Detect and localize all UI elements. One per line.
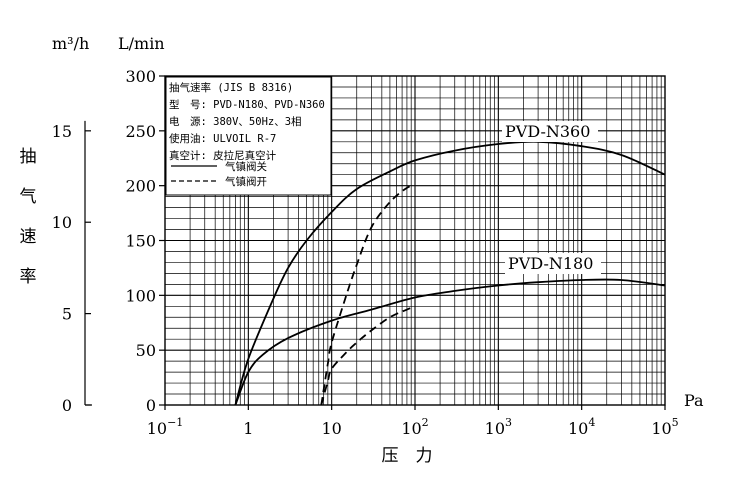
series-line-PVD-N360 [234, 140, 666, 406]
legend-line: 抽气速率 (JIS B 8316) [169, 81, 293, 94]
y-tick-label-lmin: 200 [125, 177, 156, 196]
y-axis-label-char: 率 [20, 267, 37, 287]
chart-legend: 抽气速率 (JIS B 8316) 型 号: PVD-N180、PVD-N360 电… [165, 76, 332, 196]
series-line-PVD-N180-气镇阀开 [320, 305, 416, 406]
legend-style-label: 气镇阀开 [225, 175, 267, 188]
y-tick-label-m3h: 15 [52, 122, 72, 141]
series-label-bg [502, 121, 598, 142]
y-tick-label-m3h: 10 [52, 213, 72, 232]
legend-box [165, 76, 332, 196]
chart-labels: m³/h L/min 抽气速率 Pa 压 力 [20, 34, 705, 466]
series-label: PVD-N360 [505, 122, 590, 141]
x-unit: Pa [684, 391, 704, 410]
y-tick-label-lmin: 300 [125, 67, 156, 86]
legend-line: 真空计: 皮拉尼真空计 [169, 149, 277, 162]
y-tick-label-lmin: 250 [125, 122, 156, 141]
x-tick-label: 104 [568, 416, 595, 438]
series-label-bg [505, 253, 601, 274]
y-unit-m3h: m³/h [52, 34, 89, 53]
x-tick-label: 105 [651, 416, 678, 438]
x-tick-label: 10−1 [147, 416, 184, 438]
y-axis-label-char: 抽 [20, 147, 37, 167]
x-axis-label: 压 力 [382, 446, 433, 466]
y-axis-label-char: 速 [20, 227, 37, 247]
legend-line: 型 号: PVD-N180、PVD-N360 [169, 98, 325, 111]
y-tick-label-m3h: 5 [62, 305, 72, 324]
legend-style-label: 气镇阀关 [225, 160, 267, 173]
chart-grid [165, 76, 665, 405]
x-tick-label: 1 [243, 419, 253, 438]
series-line-PVD-N180 [234, 278, 666, 406]
y-tick-label-lmin: 150 [125, 232, 156, 251]
y-tick-label-lmin: 0 [146, 396, 156, 415]
x-tick-label: 102 [401, 416, 428, 438]
y-tick-label-lmin: 100 [125, 286, 156, 305]
x-tick-label: 103 [485, 416, 512, 438]
chart-series: PVD-N360 PVD-N180 [234, 121, 666, 406]
x-tick-label: 10 [321, 419, 341, 438]
legend-line: 电 源: 380V、50Hz、3相 [169, 115, 302, 128]
series-label: PVD-N180 [508, 254, 593, 273]
chart-axes: 0 50 100 150 200 250 300 0 5 10 15 10−1 1 10 102 103 104… [52, 67, 679, 438]
y-tick-label-m3h: 0 [62, 396, 72, 415]
series-line-PVD-N360-气镇阀开 [320, 184, 416, 406]
y-axis-label-char: 气 [20, 187, 37, 207]
legend-line: 使用油: ULVOIL R-7 [169, 132, 276, 145]
y-tick-label-lmin: 50 [136, 341, 156, 360]
y-unit-lmin: L/min [118, 34, 165, 53]
